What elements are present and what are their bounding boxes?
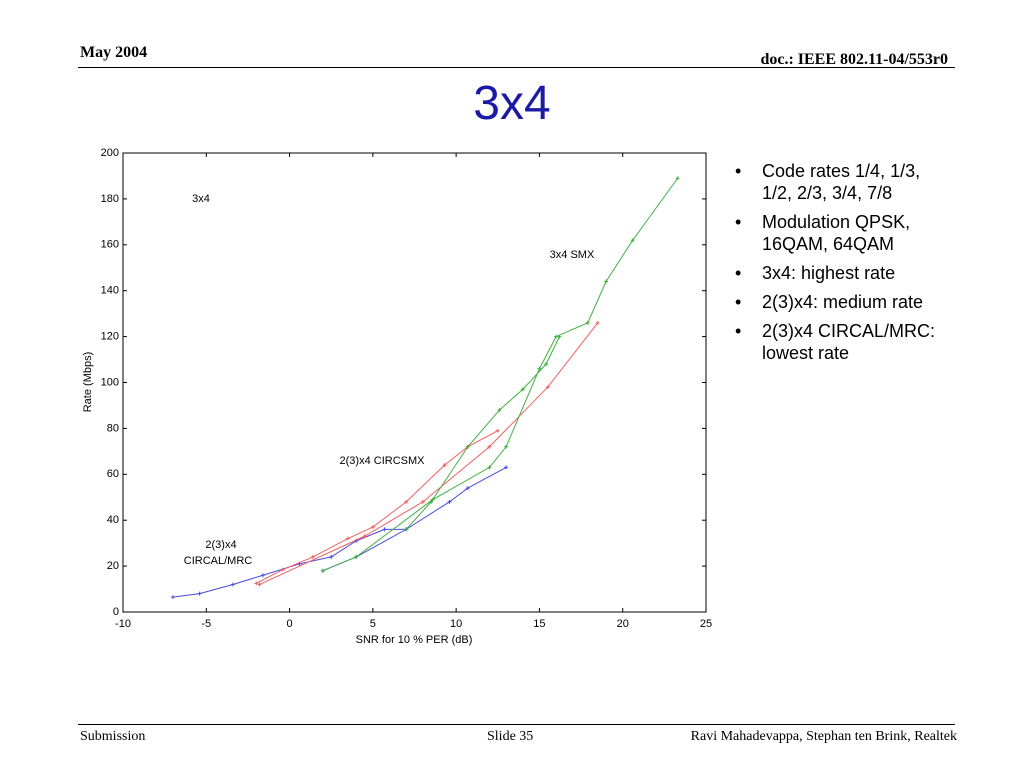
point-marker bbox=[230, 582, 235, 587]
y-tick-label: 40 bbox=[107, 514, 119, 526]
bullet: 2(3)x4: medium rate bbox=[735, 291, 947, 313]
series-line bbox=[259, 322, 599, 585]
header-rule bbox=[78, 67, 955, 68]
point-marker bbox=[487, 444, 492, 449]
annotation: 3x4 bbox=[192, 193, 210, 205]
point-marker bbox=[442, 463, 447, 468]
x-tick-label: -10 bbox=[115, 618, 131, 630]
bullet: Code rates 1/4, 1/3, 1/2, 2/3, 3/4, 7/8 bbox=[735, 160, 947, 204]
point-marker bbox=[310, 554, 315, 559]
point-marker bbox=[329, 554, 334, 559]
point-marker bbox=[604, 279, 609, 284]
point-marker bbox=[404, 527, 409, 532]
point-marker bbox=[170, 595, 175, 600]
point-marker bbox=[504, 465, 509, 470]
point-marker bbox=[280, 567, 285, 572]
header-doc: doc.: IEEE 802.11-04/553r0 bbox=[760, 51, 948, 68]
annotation: 2(3)x4 CIRCSMX bbox=[340, 455, 426, 467]
point-marker bbox=[382, 527, 387, 532]
x-axis-label: SNR for 10 % PER (dB) bbox=[356, 634, 473, 646]
y-tick-label: 80 bbox=[107, 422, 119, 434]
y-tick-label: 0 bbox=[113, 606, 119, 618]
x-tick-label: 5 bbox=[370, 618, 376, 630]
y-tick-label: 100 bbox=[101, 376, 119, 388]
point-marker bbox=[595, 320, 600, 325]
y-tick-label: 160 bbox=[101, 239, 119, 251]
point-marker bbox=[487, 465, 492, 470]
point-marker bbox=[544, 362, 549, 367]
point-marker bbox=[675, 176, 680, 181]
point-marker bbox=[254, 581, 259, 586]
x-tick-label: 15 bbox=[533, 618, 545, 630]
y-axis-label: Rate (Mbps) bbox=[82, 352, 94, 413]
y-tick-label: 60 bbox=[107, 468, 119, 480]
point-marker bbox=[370, 525, 375, 530]
point-marker bbox=[257, 582, 262, 587]
point-marker bbox=[345, 536, 350, 541]
annotation: 2(3)x4 bbox=[205, 539, 236, 551]
series-line bbox=[322, 177, 679, 572]
y-tick-label: 180 bbox=[101, 193, 119, 205]
series-line bbox=[405, 336, 560, 530]
annotation: CIRCAL/MRC bbox=[184, 555, 253, 567]
footer-center: Slide 35 bbox=[487, 729, 534, 744]
point-marker bbox=[537, 366, 542, 371]
point-marker bbox=[545, 385, 550, 390]
point-marker bbox=[320, 568, 325, 573]
slide-title: 3x4 bbox=[473, 77, 551, 130]
bullet: 2(3)x4 CIRCAL/MRC: lowest rate bbox=[735, 320, 947, 364]
header-date: May 2004 bbox=[80, 44, 148, 61]
x-tick-label: -5 bbox=[201, 618, 211, 630]
series-line bbox=[322, 466, 507, 572]
annotation: 3x4 SMX bbox=[550, 249, 595, 261]
footer-left: Submission bbox=[80, 729, 146, 744]
point-marker bbox=[585, 320, 590, 325]
y-tick-label: 120 bbox=[101, 331, 119, 343]
bullet: 3x4: highest rate bbox=[735, 262, 947, 284]
point-marker bbox=[429, 499, 434, 504]
point-marker bbox=[354, 554, 359, 559]
point-marker bbox=[557, 334, 562, 339]
point-marker bbox=[465, 486, 470, 491]
point-marker bbox=[404, 499, 409, 504]
bullet: Modulation QPSK, 16QAM, 64QAM bbox=[735, 211, 947, 255]
x-tick-label: 25 bbox=[700, 618, 712, 630]
point-marker bbox=[362, 534, 367, 539]
y-tick-label: 20 bbox=[107, 560, 119, 572]
footer-rule bbox=[78, 724, 955, 725]
point-marker bbox=[420, 499, 425, 504]
point-marker bbox=[520, 387, 525, 392]
point-marker bbox=[497, 408, 502, 413]
x-tick-label: 20 bbox=[617, 618, 629, 630]
x-tick-label: 0 bbox=[287, 618, 293, 630]
point-marker bbox=[260, 573, 265, 578]
x-tick-label: 10 bbox=[450, 618, 462, 630]
point-marker bbox=[465, 444, 470, 449]
y-tick-label: 200 bbox=[101, 147, 119, 159]
bullet-list: Code rates 1/4, 1/3, 1/2, 2/3, 3/4, 7/8 M… bbox=[735, 160, 950, 371]
footer-right: Ravi Mahadevappa, Stephan ten Brink, Rea… bbox=[690, 729, 957, 744]
point-marker bbox=[447, 499, 452, 504]
y-tick-label: 140 bbox=[101, 285, 119, 297]
point-marker bbox=[197, 591, 202, 596]
series-line bbox=[256, 430, 499, 584]
point-marker bbox=[504, 444, 509, 449]
point-marker bbox=[630, 238, 635, 243]
point-marker bbox=[495, 428, 500, 433]
